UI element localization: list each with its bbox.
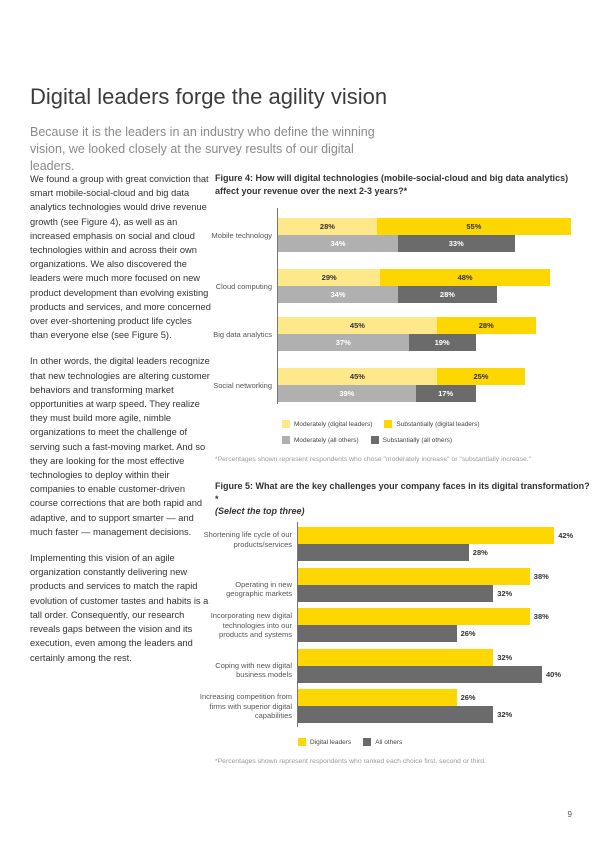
legend-item: Digital leaders	[298, 738, 351, 746]
legend-item: Substantially (digital leaders)	[384, 420, 480, 428]
legend-row: Digital leaders All others	[298, 738, 402, 746]
bar	[298, 706, 494, 723]
figure-5-label: Figure 5:	[215, 481, 254, 491]
axis-line	[297, 522, 298, 727]
figure-5-question: What are the key challenges your company…	[215, 481, 590, 504]
data-label: 26%	[460, 693, 476, 702]
category-label: Shortening life cycle of our products/se…	[203, 530, 292, 549]
bar-segment: 19%	[408, 334, 476, 351]
body-paragraph-2: In other words, the digital leaders reco…	[30, 356, 210, 537]
legend-label: Moderately (digital leaders)	[294, 420, 373, 428]
page-number: 9	[567, 810, 572, 819]
category-label: Increasing competition from firms with s…	[199, 692, 292, 720]
bar-segment: 34%	[278, 286, 399, 303]
figure-4-question: How will digital technologies (mobile-so…	[215, 173, 569, 196]
bar-segment: 39%	[278, 385, 416, 402]
bar	[298, 665, 542, 683]
bar	[298, 544, 469, 561]
legend-swatch	[384, 420, 393, 428]
bar	[298, 584, 494, 602]
bar-segment: 17%	[415, 385, 476, 402]
axis-line	[277, 208, 278, 404]
legend-label: Substantially (digital leaders)	[396, 420, 480, 428]
legend-row: Moderately (all others) Substantially (a…	[282, 436, 452, 444]
bar-segment: 28%	[436, 317, 536, 334]
body-column: We found a group with great conviction t…	[30, 172, 212, 677]
legend-label: Digital leaders	[310, 738, 352, 746]
figure-4-label: Figure 4:	[215, 173, 254, 183]
bar-segment: 29%	[278, 269, 381, 286]
bar-segment: 48%	[380, 269, 550, 286]
legend-label: Substantially (all others)	[382, 436, 453, 444]
bar-segment: 55%	[376, 218, 571, 235]
data-label: 38%	[533, 612, 549, 621]
figure-5-note: *Percentages shown represent respondents…	[215, 758, 486, 765]
bar	[298, 608, 530, 625]
figure-5-subtitle: (Select the top three)	[215, 506, 305, 516]
bar-segment: 28%	[278, 218, 377, 235]
legend-item: Moderately (all others)	[282, 436, 359, 444]
legend-label: Moderately (all others)	[294, 436, 359, 444]
figure-4-note: *Percentages shown represent respondents…	[215, 456, 532, 463]
data-label: 32%	[497, 710, 513, 719]
data-label: 40%	[546, 669, 562, 679]
bar-segment: 37%	[278, 334, 409, 351]
bar-segment: 34%	[278, 235, 399, 252]
legend-item: All others	[363, 738, 402, 746]
data-label: 42%	[558, 531, 574, 540]
legend-item: Substantially (all others)	[370, 436, 453, 444]
data-label: 38%	[533, 571, 549, 581]
bar-segment: 28%	[398, 286, 497, 303]
bar	[298, 689, 457, 706]
page-subtitle: Because it is the leaders in an industry…	[30, 125, 375, 173]
legend-row: Moderately (digital leaders) Substantial…	[282, 420, 480, 428]
bar-segment: 33%	[398, 235, 515, 252]
bar	[298, 625, 457, 642]
figure-5-title: Figure 5: What are the key challenges yo…	[215, 480, 593, 518]
page-title: Digital leaders forge the agility vision	[30, 84, 388, 109]
bar-segment: 45%	[278, 317, 437, 334]
bar	[298, 648, 494, 666]
legend-swatch	[363, 738, 372, 746]
body-paragraph-1: We found a group with great conviction t…	[30, 174, 211, 341]
bar-segment: 25%	[436, 368, 526, 385]
legend-swatch	[282, 436, 290, 444]
category-label: Social networking	[213, 381, 272, 390]
category-label: Cloud computing	[215, 282, 272, 291]
figure-4-title: Figure 4: How will digital technologies …	[215, 172, 593, 197]
category-label: Coping with new digital business models	[215, 660, 292, 680]
data-label: 32%	[497, 588, 513, 598]
bar	[298, 567, 530, 585]
legend-swatch	[298, 738, 306, 746]
legend-swatch	[282, 420, 290, 428]
category-label: Operating in new geographic markets	[226, 579, 292, 599]
legend-label: All others	[375, 738, 403, 746]
legend-swatch	[370, 436, 379, 444]
data-label: 26%	[460, 629, 476, 638]
bar-segment: 45%	[278, 368, 437, 385]
data-label: 28%	[472, 548, 488, 557]
legend-item: Moderately (digital leaders)	[282, 420, 372, 428]
data-label: 32%	[497, 652, 513, 662]
category-label: Mobile technology	[211, 231, 272, 240]
body-paragraph-3: Implementing this vision of an agile org…	[30, 553, 209, 663]
category-label: Big data analytics	[213, 330, 272, 339]
bar	[298, 527, 555, 544]
category-label: Incorporating new digital technologies i…	[210, 611, 292, 639]
